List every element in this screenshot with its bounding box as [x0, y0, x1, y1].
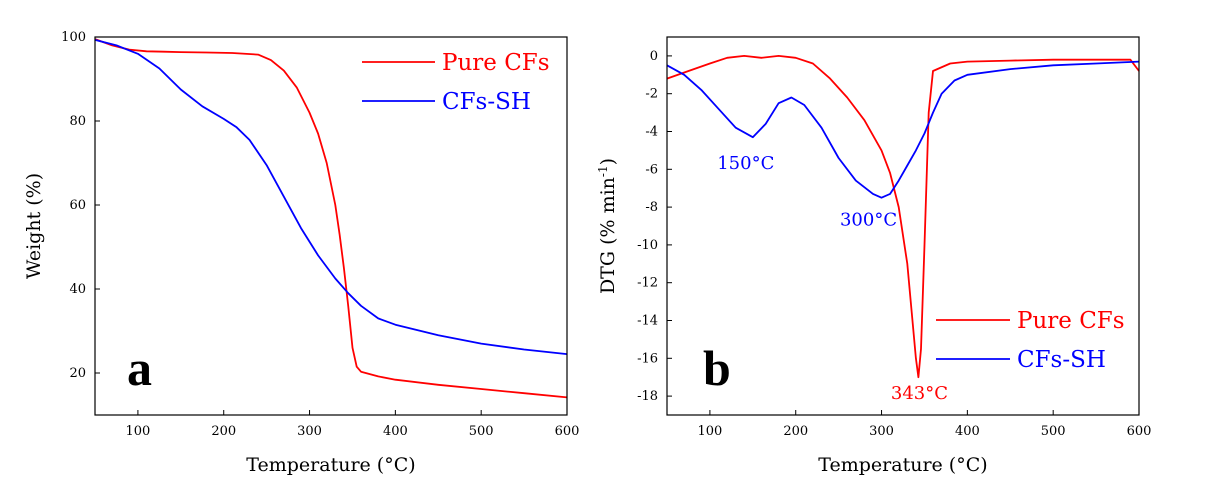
x-tick-label: 400 [383, 424, 408, 439]
x-tick-label: 300 [297, 424, 322, 439]
y-tick-label: 0 [650, 49, 658, 64]
y-tick-label: -8 [645, 200, 658, 215]
panel-label: a [127, 340, 152, 396]
x-tick-label: 200 [211, 424, 236, 439]
x-axis-title: Temperature (°C) [818, 454, 987, 476]
panel-b-dtg-chart: 100 200 300 400 500 600 0 -2 -4 -6 -8 -10 -12 -14 -16 -… [596, 36, 1152, 476]
y-tick-label: 60 [69, 198, 86, 213]
x-tick-label: 100 [697, 424, 722, 439]
y-tick-label: -6 [645, 162, 658, 177]
panel-label: b [703, 340, 731, 396]
x-tick-label: 200 [783, 424, 808, 439]
y-tick-label: 20 [69, 366, 86, 381]
y-tick-label: -12 [637, 276, 658, 291]
panel-a-weight-chart: 100 200 300 400 500 600 20 40 60 80 100 Temperature… [23, 30, 579, 476]
series-line-pure-cfs [94, 38, 568, 399]
series-line-pure-cfs [666, 55, 1140, 379]
x-tick-label: 600 [555, 424, 580, 439]
y-axis-title: Weight (%) [23, 173, 45, 279]
x-tick-label: 100 [125, 424, 150, 439]
x-tick-label: 300 [869, 424, 894, 439]
legend-label: Pure CFs [442, 50, 550, 76]
y-tick-label: -2 [645, 87, 658, 102]
y-tick-label: -14 [637, 314, 658, 329]
y-tick-label: -10 [637, 238, 658, 253]
legend-label: Pure CFs [1017, 308, 1125, 334]
peak-annotation: 343°C [891, 383, 948, 404]
legend-label: CFs-SH [1017, 347, 1106, 373]
peak-annotation: 150°C [717, 153, 774, 174]
y-tick-label: 80 [69, 114, 86, 129]
series-line-cfs-sh [666, 60, 1140, 199]
x-axis-title: Temperature (°C) [246, 454, 415, 476]
plot-frame [666, 36, 1140, 416]
plot-frame [94, 36, 568, 416]
y-tick-label: -18 [637, 389, 658, 404]
y-tick-label: 40 [69, 282, 86, 297]
x-tick-label: 400 [955, 424, 980, 439]
legend-label: CFs-SH [442, 89, 531, 115]
series-line-cfs-sh [94, 39, 568, 355]
x-tick-label: 500 [469, 424, 494, 439]
peak-annotation: 300°C [840, 210, 897, 231]
y-tick-label: -4 [645, 125, 658, 140]
y-tick-label: 100 [61, 30, 86, 45]
y-tick-label: -16 [637, 351, 658, 366]
x-tick-label: 600 [1127, 424, 1152, 439]
y-axis-title: DTG (% min-1) [596, 158, 619, 294]
x-tick-label: 500 [1041, 424, 1066, 439]
